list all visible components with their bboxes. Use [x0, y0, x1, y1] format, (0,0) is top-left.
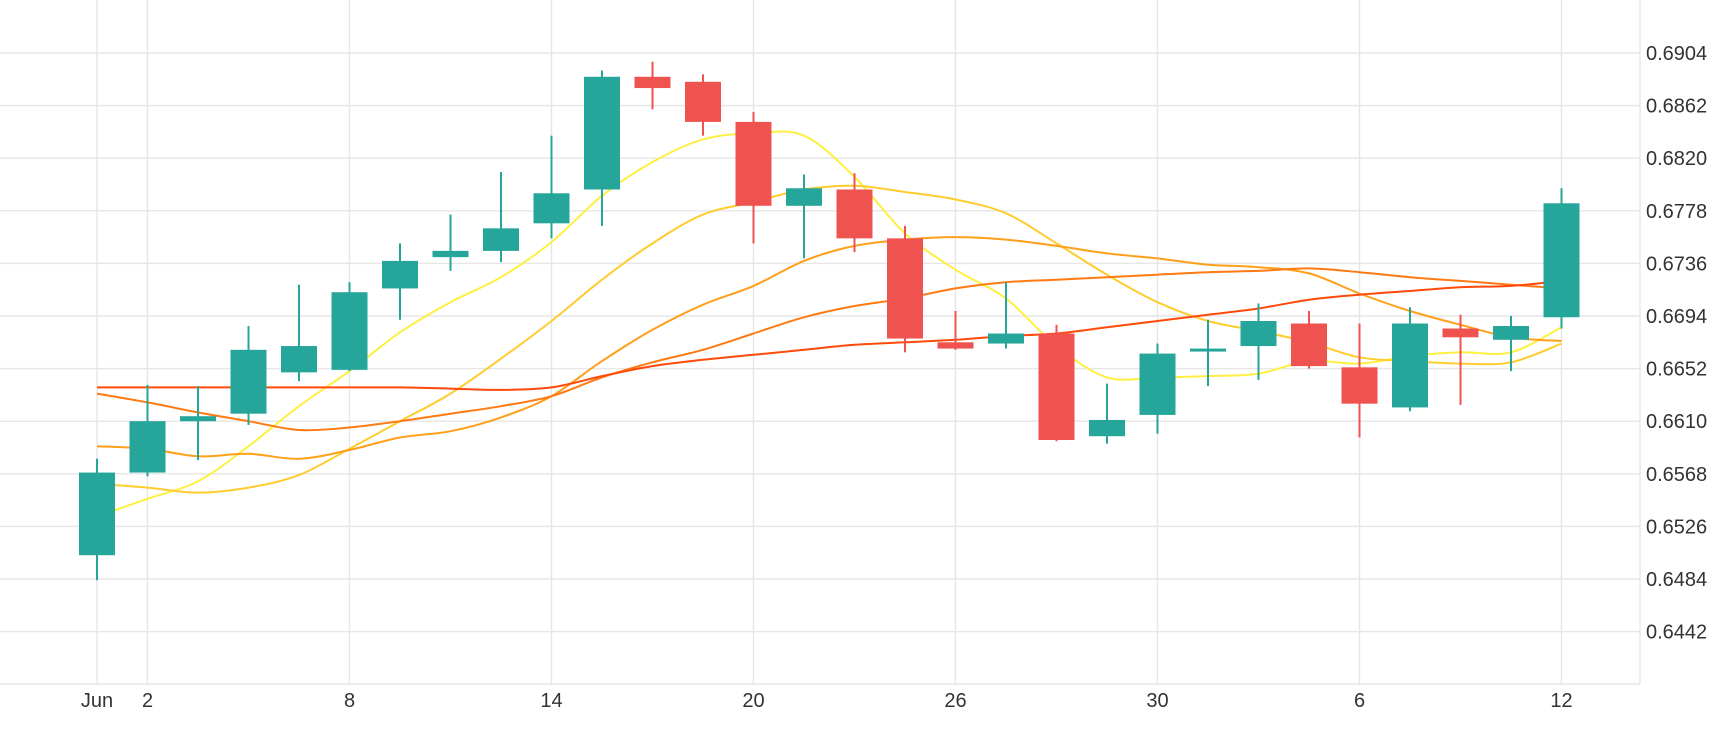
- y-tick-label: 0.6820: [1646, 148, 1707, 170]
- candle-body: [836, 189, 873, 239]
- moving-average-line-3: [96, 236, 1562, 460]
- vertical-gridlines: [96, 0, 1563, 684]
- moving-average-lines: [96, 130, 1562, 518]
- x-tick-label: 14: [540, 690, 562, 712]
- candle-body: [1543, 203, 1580, 318]
- candle: [988, 282, 1024, 349]
- x-tick-label: 20: [742, 690, 764, 712]
- candle-body: [533, 193, 570, 224]
- candle-body: [786, 188, 822, 206]
- candle: [1392, 307, 1428, 412]
- candle-body: [230, 349, 267, 414]
- y-tick-label: 0.6694: [1646, 306, 1707, 328]
- candle-body: [634, 76, 671, 89]
- candle: [685, 74, 721, 136]
- candle-body: [735, 121, 772, 206]
- candle: [836, 173, 873, 253]
- candle: [1139, 343, 1176, 434]
- candle: [634, 61, 671, 110]
- candle: [331, 282, 368, 372]
- candle-body: [937, 342, 974, 349]
- candle-body: [382, 260, 418, 289]
- candle-body: [129, 421, 166, 473]
- candle-body: [1442, 328, 1479, 338]
- candle: [1493, 316, 1529, 372]
- candle: [281, 284, 317, 382]
- candle: [786, 174, 822, 259]
- x-tick-label: 2: [142, 690, 153, 712]
- x-tick-label: 26: [944, 690, 966, 712]
- candle-body: [1240, 321, 1277, 347]
- candle: [129, 384, 166, 477]
- candle-body: [432, 250, 469, 258]
- candle-body: [1139, 353, 1176, 415]
- y-tick-label: 0.6652: [1646, 359, 1707, 381]
- candle-body: [79, 472, 115, 556]
- candle-body: [180, 416, 216, 422]
- candle-body: [1089, 419, 1125, 437]
- candle-body: [1493, 326, 1529, 340]
- y-tick-label: 0.6442: [1646, 622, 1707, 644]
- candle: [1038, 324, 1075, 442]
- y-tick-label: 0.6904: [1646, 43, 1707, 65]
- candle-body: [1291, 323, 1327, 367]
- y-tick-label: 0.6862: [1646, 96, 1707, 118]
- y-tick-label: 0.6484: [1646, 569, 1707, 591]
- x-tick-label: 6: [1354, 690, 1365, 712]
- candle: [584, 70, 620, 226]
- candle: [735, 111, 772, 244]
- candle-body: [281, 346, 317, 373]
- candle: [230, 326, 267, 425]
- candle: [1291, 310, 1327, 369]
- y-tick-label: 0.6610: [1646, 411, 1707, 433]
- candle: [1442, 314, 1479, 405]
- candle: [1240, 303, 1277, 380]
- moving-average-line-1: [96, 130, 1562, 518]
- y-tick-label: 0.6526: [1646, 516, 1707, 538]
- candle: [79, 458, 115, 581]
- candle: [483, 171, 519, 263]
- moving-average-line-2: [96, 184, 1562, 494]
- moving-average-line-4: [96, 267, 1562, 432]
- candle-body: [988, 333, 1024, 344]
- x-tick-label: 30: [1146, 690, 1168, 712]
- y-tick-label: 0.6568: [1646, 464, 1707, 486]
- candle: [432, 214, 469, 271]
- x-tick-label: 12: [1550, 690, 1572, 712]
- candle-body: [584, 76, 620, 190]
- candle: [1190, 319, 1226, 387]
- horizontal-gridlines: [0, 52, 1640, 633]
- x-tick-label: Jun: [81, 690, 113, 712]
- candle: [887, 225, 923, 353]
- candle: [937, 310, 974, 350]
- moving-average-line-5: [97, 279, 1562, 391]
- candle: [382, 243, 418, 320]
- x-axis-tick-labels: Jun 2 8 14 20 26 30 6 12: [81, 690, 1573, 712]
- y-tick-label: 0.6778: [1646, 201, 1707, 223]
- candle-body: [1190, 348, 1226, 352]
- candle-body: [887, 238, 923, 339]
- y-axis-tick-labels: 0.6904 0.6862 0.6820 0.6778 0.6736 0.6694 0.66…: [1646, 43, 1707, 644]
- y-tick-label: 0.6736: [1646, 253, 1707, 275]
- candle: [180, 386, 216, 461]
- candle: [1341, 323, 1378, 438]
- candle-body: [1392, 323, 1428, 408]
- candle-body: [1341, 367, 1378, 404]
- candle-body: [1038, 333, 1075, 440]
- x-tick-label: 8: [344, 690, 355, 712]
- candle-body: [685, 81, 721, 122]
- candle-body: [331, 292, 368, 370]
- candle: [1543, 188, 1580, 329]
- candle: [1089, 383, 1125, 444]
- candles: [79, 61, 1580, 581]
- candle-body: [483, 228, 519, 251]
- candle: [533, 135, 570, 239]
